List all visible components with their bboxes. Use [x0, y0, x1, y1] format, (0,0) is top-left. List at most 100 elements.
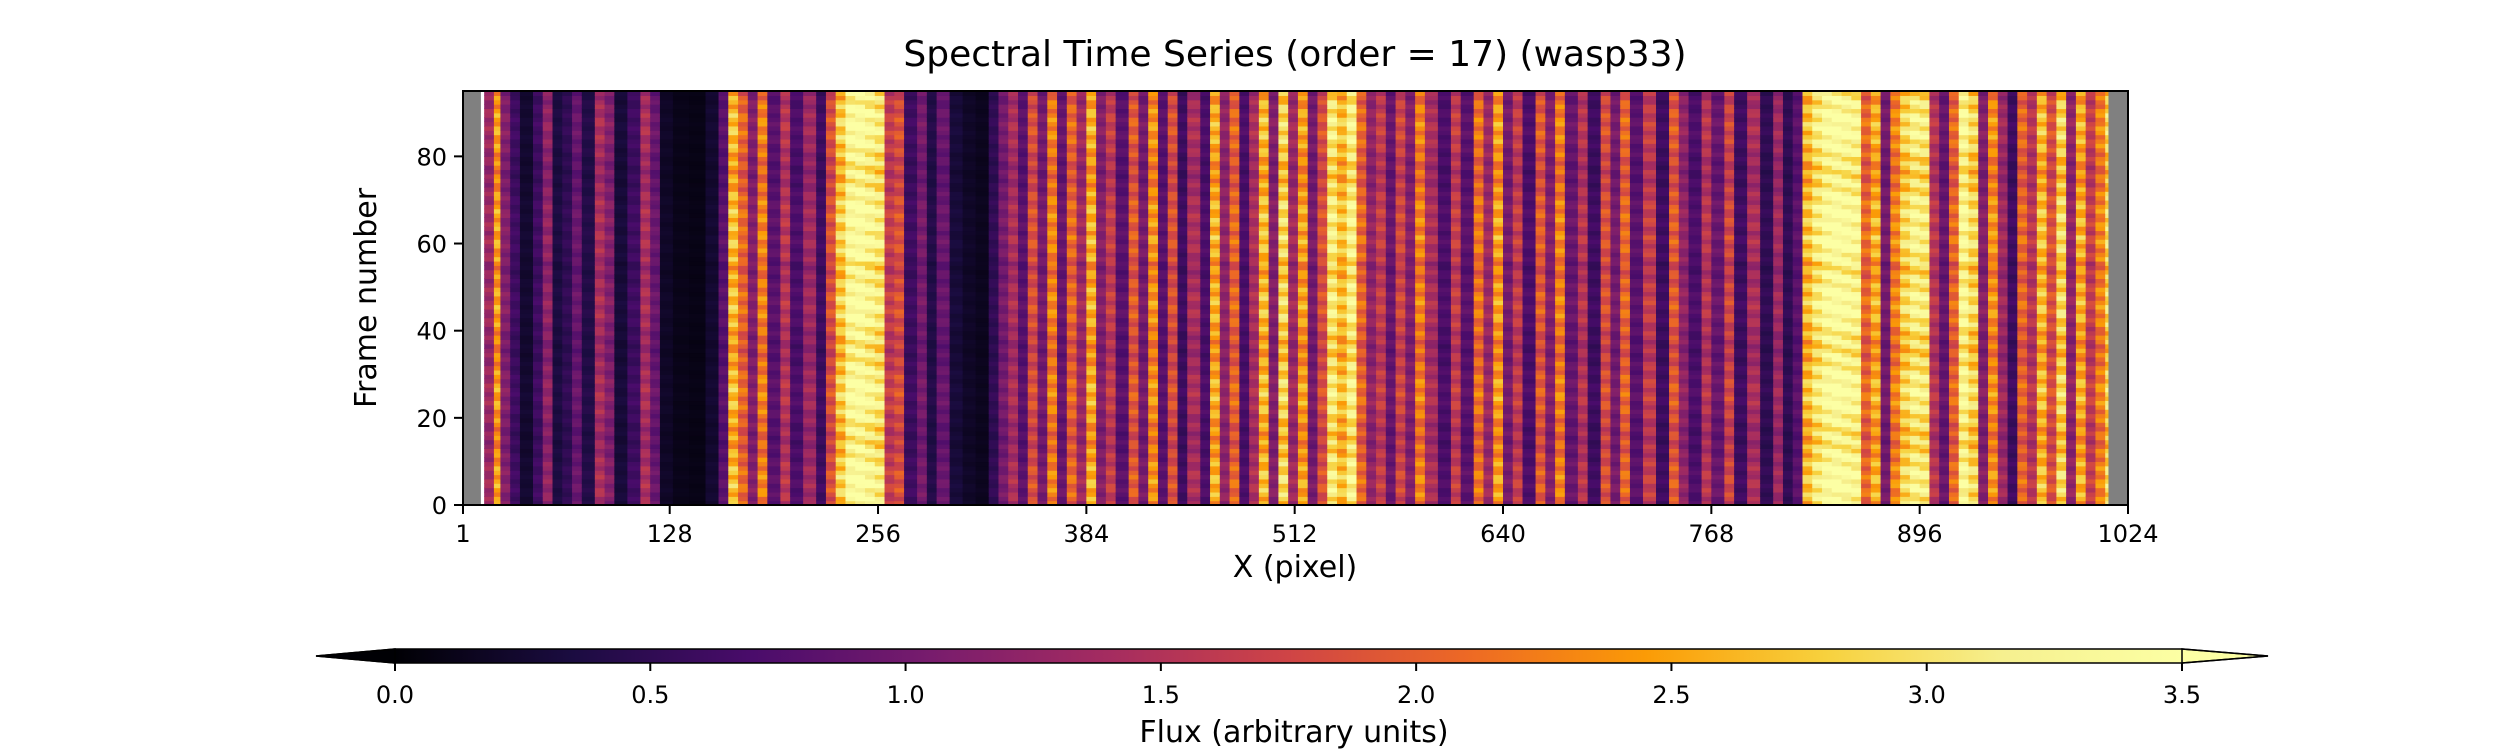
heatmap-cell	[689, 143, 707, 149]
heatmap-cell	[640, 178, 651, 184]
heatmap-cell	[672, 374, 690, 380]
heatmap-cell	[650, 426, 661, 432]
heatmap-cell	[640, 282, 651, 288]
heatmap-cell	[581, 91, 596, 96]
heatmap-cell	[728, 243, 739, 249]
heatmap-cell	[552, 169, 563, 175]
heatmap-cell	[816, 409, 827, 415]
heatmap-cell	[975, 400, 990, 406]
heatmap-cell	[650, 382, 661, 388]
heatmap-cell	[1047, 478, 1058, 484]
heatmap-cell	[803, 95, 817, 101]
heatmap-cell	[936, 221, 951, 227]
heatmap-cell	[1037, 217, 1048, 223]
heatmap-cell	[493, 278, 502, 284]
heatmap-cell	[1018, 478, 1029, 484]
heatmap-cell	[562, 121, 573, 127]
heatmap-cell	[845, 487, 856, 493]
heatmap-cell	[614, 470, 628, 476]
heatmap-cell	[493, 221, 502, 227]
heatmap-cell	[552, 308, 563, 314]
heatmap-cell	[532, 217, 544, 223]
heatmap-cell	[865, 269, 876, 275]
heatmap-cell	[562, 117, 573, 123]
heatmap-cell	[865, 483, 876, 489]
heatmap-cell	[757, 396, 768, 402]
heatmap-cell	[689, 426, 707, 432]
heatmap-cell	[672, 165, 690, 171]
heatmap-cell	[1037, 461, 1048, 467]
heatmap-cell	[562, 130, 573, 136]
heatmap-cell	[767, 291, 781, 297]
heatmap-cell	[803, 165, 817, 171]
heatmap-cell	[975, 326, 990, 332]
heatmap-cell	[659, 213, 674, 218]
heatmap-cell	[998, 226, 1009, 232]
heatmap-cell	[532, 348, 544, 354]
heatmap-cell	[672, 356, 690, 362]
heatmap-cell	[614, 243, 628, 249]
heatmap-cell	[532, 483, 544, 489]
heatmap-cell	[884, 461, 895, 467]
heatmap-cell	[562, 304, 573, 310]
heatmap-cell	[816, 121, 827, 127]
heatmap-cell	[659, 422, 674, 428]
heatmap-cell	[988, 483, 1000, 489]
heatmap-cell	[672, 391, 690, 397]
heatmap-cell	[614, 426, 628, 432]
heatmap-cell	[1047, 461, 1058, 467]
heatmap-cell	[510, 243, 521, 249]
heatmap-cell	[1008, 274, 1019, 279]
heatmap-cell	[757, 387, 768, 393]
heatmap-cell	[562, 265, 573, 271]
heatmap-cell	[532, 208, 544, 214]
heatmap-cell	[825, 470, 837, 476]
heatmap-cell	[552, 156, 563, 162]
heatmap-cell	[747, 361, 759, 367]
heatmap-cell	[904, 186, 918, 192]
heatmap-cell	[604, 452, 615, 458]
heatmap-cell	[874, 409, 886, 415]
heatmap-cell	[780, 417, 791, 423]
heatmap-cell	[738, 195, 749, 201]
heatmap-cell	[790, 300, 804, 306]
heatmap-cell	[532, 291, 544, 297]
heatmap-cell	[962, 230, 977, 236]
heatmap-cell	[780, 491, 791, 497]
heatmap-cell	[572, 282, 583, 288]
heatmap-cell	[803, 291, 817, 297]
heatmap-cell	[767, 417, 781, 423]
heatmap-cell	[803, 282, 817, 288]
heatmap-cell	[728, 186, 739, 192]
heatmap-cell	[975, 278, 990, 284]
heatmap-cell	[572, 208, 583, 214]
heatmap-cell	[500, 465, 511, 471]
heatmap-cell	[894, 369, 905, 375]
heatmap-cell	[572, 439, 583, 445]
heatmap-cell	[816, 400, 827, 406]
heatmap-cell	[816, 239, 827, 245]
heatmap-cell	[904, 321, 918, 327]
heatmap-cell	[500, 182, 511, 188]
heatmap-cell	[728, 134, 739, 140]
heatmap-cell	[1008, 278, 1019, 284]
heatmap-cell	[594, 239, 606, 245]
heatmap-cell	[640, 226, 651, 232]
heatmap-cell	[855, 143, 866, 149]
heatmap-cell	[581, 256, 596, 262]
heatmap-cell	[572, 317, 583, 323]
heatmap-cell	[519, 378, 534, 384]
heatmap-cell	[894, 191, 905, 197]
heatmap-cell	[604, 252, 615, 258]
heatmap-cell	[894, 308, 905, 314]
heatmap-cell	[519, 326, 534, 332]
heatmap-cell	[738, 208, 749, 214]
heatmap-cell	[738, 439, 749, 445]
heatmap-cell	[672, 265, 690, 271]
heatmap-cell	[738, 382, 749, 388]
heatmap-cell	[542, 125, 554, 131]
heatmap-cell	[1027, 208, 1039, 214]
heatmap-cell	[572, 369, 583, 375]
heatmap-cell	[884, 391, 895, 397]
heatmap-cell	[705, 221, 720, 227]
